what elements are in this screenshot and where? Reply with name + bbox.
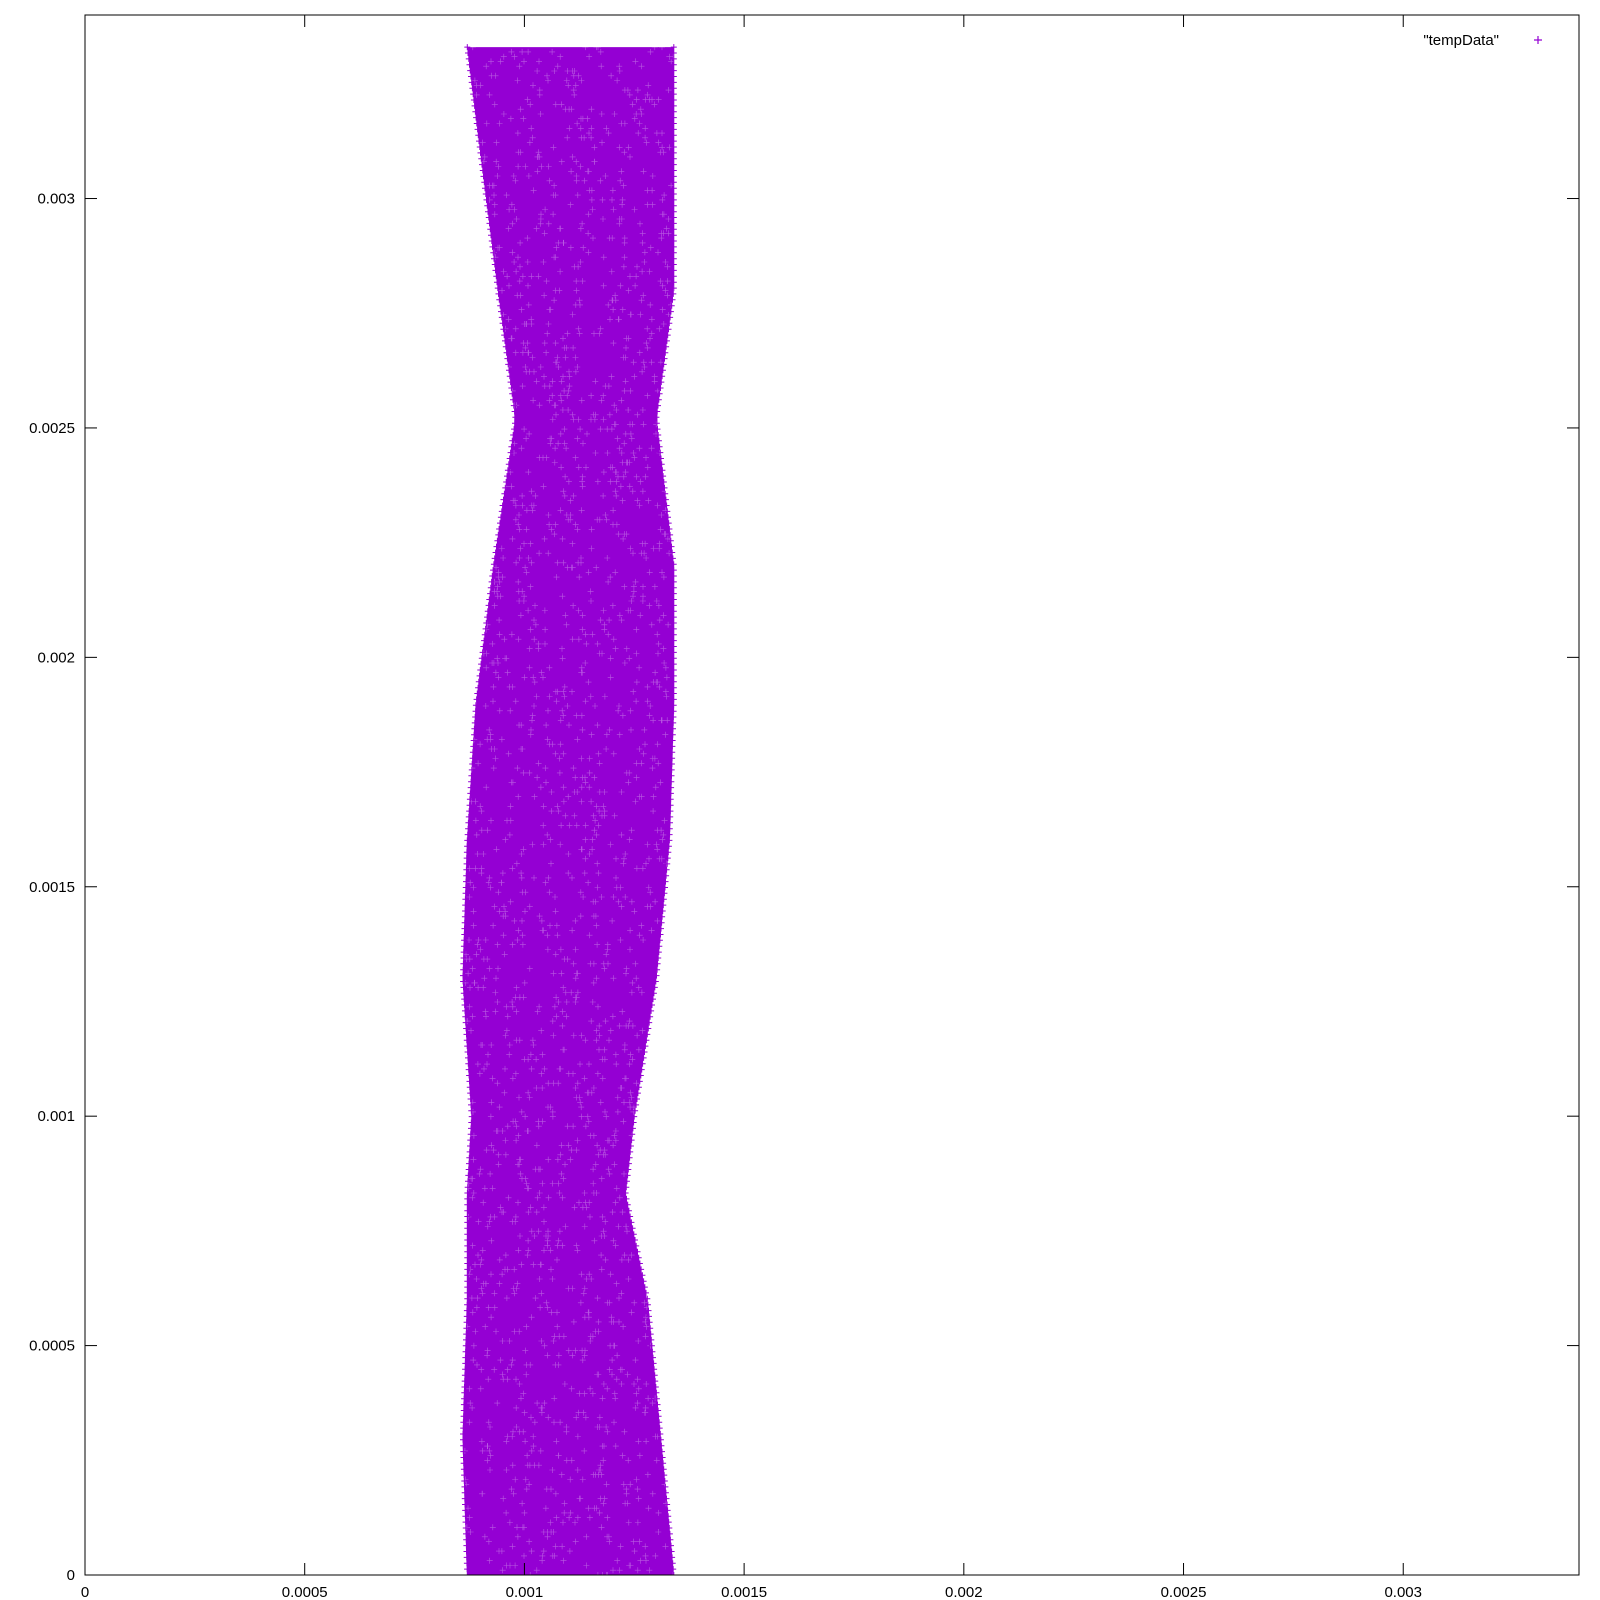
plot-border [84,14,1580,1576]
legend: "tempData" [1423,32,1542,49]
data-points [460,44,677,1575]
x-tick-label: 0.0025 [1161,1584,1207,1600]
y-axis: 0 0.0005 0.001 0.0015 0.002 0.0025 0.003 [29,191,1579,1584]
y-tick-label: 0.0005 [29,1338,75,1355]
y-tick-label: 0.003 [37,191,75,208]
data-point-markers-edge [460,44,677,1575]
x-tick-label: 0.001 [506,1584,544,1600]
x-axis: 0 0.0005 0.001 0.0015 0.002 0.0025 0.003 [81,15,1422,1600]
data-point-markers-light [460,44,677,1575]
x-tick-label: 0.0015 [721,1584,767,1600]
y-tick-label: 0.0015 [29,879,75,896]
x-tick-label: 0.0005 [282,1584,328,1600]
x-tick-label: 0.003 [1384,1584,1422,1600]
x-tick-label: 0.002 [945,1584,983,1600]
legend-marker-plus [1534,36,1542,44]
legend-marker [1534,36,1542,44]
y-tick-label: 0.001 [37,1108,75,1125]
legend-label: "tempData" [1423,32,1499,49]
y-tick-label: 0 [67,1567,75,1584]
y-tick-label: 0.0025 [29,420,75,437]
x-tick-label: 0 [81,1584,89,1600]
y-tick-label: 0.002 [37,649,75,666]
